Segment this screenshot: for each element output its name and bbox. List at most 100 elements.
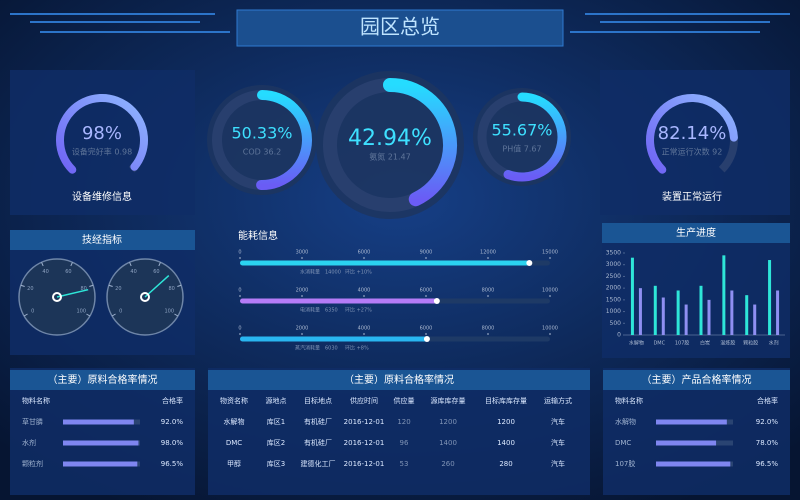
gauge-hub [140, 292, 150, 302]
gauge-tick-label: 100 [76, 309, 86, 315]
bar [684, 304, 688, 335]
cell: 库区2 [267, 438, 285, 447]
bar [776, 290, 780, 335]
gauge-tick-label: 80 [80, 286, 86, 292]
cell: 78.0% [756, 439, 779, 447]
cell: DMC [226, 439, 242, 447]
cell: 汽车 [551, 459, 565, 468]
gauge-tick-label: 100 [164, 309, 174, 315]
bar-tick-label: 4000 [358, 288, 371, 294]
column-header: 合格率 [757, 396, 778, 405]
bar-tick-label: 2000 [296, 288, 309, 294]
rate-bar [63, 419, 134, 425]
gauge-tick [129, 262, 132, 267]
bar-knob [423, 336, 430, 342]
table-title: （主要）产品合格率情况 [642, 373, 752, 386]
cell: 2016-12-01 [344, 439, 385, 447]
gauge-tick-label: 40 [130, 269, 136, 275]
bar [653, 285, 657, 335]
ring-bg [316, 71, 464, 219]
gauge-tick [89, 284, 94, 287]
cell: 建德化工厂 [301, 459, 336, 468]
bar-tick-label: 6000 [420, 326, 433, 332]
bar-tick-label: 0 [238, 288, 241, 294]
panel-title: 生产进度 [676, 226, 716, 239]
ring-value: 82.14% [658, 123, 727, 144]
cell: 水解物 [224, 417, 245, 426]
ring-arc [646, 94, 738, 174]
rate-bar [63, 461, 138, 467]
bar [768, 260, 772, 335]
cell: 有机硅厂 [304, 438, 332, 447]
cell: 120 [397, 418, 410, 426]
rate-bar [656, 440, 717, 446]
energy-value: 6350 [325, 308, 338, 314]
y-tick-label: 0 [617, 332, 621, 339]
rate-bar [63, 440, 139, 446]
ring-detail: 正常运行次数 92 [662, 147, 723, 157]
cell: 107胶 [615, 459, 635, 468]
cell: 96 [400, 439, 409, 447]
ring-value: 50.33% [231, 124, 292, 143]
x-tick-label: 白炭 [700, 340, 710, 347]
panel-header [10, 370, 195, 390]
column-header: 供应量 [394, 396, 415, 405]
cell: 92.0% [161, 418, 184, 426]
cell: 2016-12-01 [344, 460, 385, 468]
gauge-tick [158, 262, 161, 267]
bar-tick-label: 10000 [542, 326, 558, 332]
y-tick-label: 1500 [606, 296, 621, 303]
bar [699, 285, 703, 335]
column-header: 运输方式 [544, 396, 572, 405]
bar [707, 299, 711, 335]
bar-knob [526, 260, 533, 266]
cell: 96.5% [756, 460, 779, 468]
title-box [236, 9, 564, 47]
gauge-tick-label: 0 [119, 309, 122, 315]
x-tick-label: 水剂 [769, 340, 779, 347]
panel-title: 技经指标 [82, 233, 122, 246]
cell: 1400 [497, 439, 515, 447]
gauge-tick [174, 313, 179, 317]
cell: 98.0% [161, 439, 184, 447]
column-header: 源地点 [266, 396, 287, 405]
bar-tick-label: 0 [238, 326, 241, 332]
gauge-needle [56, 288, 89, 298]
y-tick-label: 500 [610, 320, 622, 327]
x-tick-label: 107胶 [675, 340, 690, 347]
x-tick-label: DMC [653, 341, 665, 347]
ring-detail: PH值 7.67 [502, 144, 541, 154]
x-tick-label: 水解物 [629, 340, 644, 347]
x-tick-label: 混炼胶 [720, 340, 735, 347]
gauge-tick [177, 284, 182, 287]
panel-header [10, 230, 195, 250]
table-title: （主要）原料合格率情况 [48, 373, 158, 386]
cell: 颗粒剂 [22, 459, 43, 468]
y-tick-label: 3000 [606, 261, 621, 268]
bar-tick-label: 8000 [482, 288, 495, 294]
bar [753, 304, 757, 335]
column-header: 目标地点 [304, 396, 332, 405]
cell: 280 [499, 460, 512, 468]
gauge-tick [20, 284, 25, 287]
bar-tick-label: 8000 [482, 326, 495, 332]
gauge-tick-label: 0 [31, 309, 34, 315]
gauge-tick-label: 20 [27, 286, 33, 292]
cell: 汽车 [551, 417, 565, 426]
y-tick-label: 2000 [606, 285, 621, 292]
cell: 水解物 [615, 417, 636, 426]
x-tick-label: 颗粒胶 [743, 340, 758, 347]
cell: 92.0% [756, 418, 779, 426]
bar-knob [433, 298, 440, 304]
ring-bg [473, 88, 571, 186]
cell: DMC [615, 439, 631, 447]
bar-tick-label: 6000 [420, 288, 433, 294]
column-header: 源库库存量 [431, 396, 466, 405]
column-header: 物料名称 [615, 396, 643, 405]
panel-header [208, 370, 590, 390]
column-header: 合格率 [162, 396, 183, 405]
cell: 库区3 [267, 459, 285, 468]
bar-tick-label: 12000 [480, 250, 496, 256]
energy-name: 蒸汽消耗量 [295, 345, 320, 352]
cell: 1400 [439, 439, 457, 447]
